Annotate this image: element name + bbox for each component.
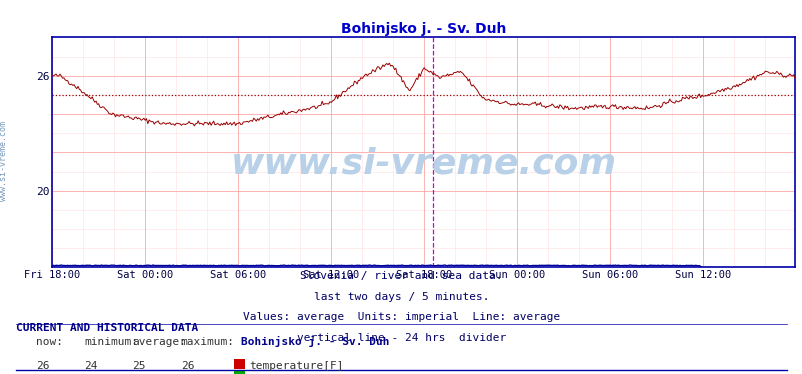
Text: www.si-vreme.com: www.si-vreme.com — [0, 121, 8, 201]
Text: average:: average: — [132, 337, 186, 347]
Text: minimum:: minimum: — [84, 337, 138, 347]
Text: CURRENT AND HISTORICAL DATA: CURRENT AND HISTORICAL DATA — [16, 323, 198, 333]
Text: -nan: -nan — [132, 373, 160, 374]
Text: Slovenia / river and sea data.: Slovenia / river and sea data. — [300, 271, 502, 281]
Text: now:: now: — [36, 337, 63, 347]
Text: www.si-vreme.com: www.si-vreme.com — [230, 147, 616, 181]
Text: 26: 26 — [180, 361, 194, 371]
Text: -nan: -nan — [36, 373, 63, 374]
Text: last two days / 5 minutes.: last two days / 5 minutes. — [314, 292, 488, 302]
Text: maximum:: maximum: — [180, 337, 234, 347]
Text: temperature[F]: temperature[F] — [249, 361, 343, 371]
Text: flow[foot3/min]: flow[foot3/min] — [249, 373, 350, 374]
Text: 26: 26 — [36, 361, 50, 371]
Text: 24: 24 — [84, 361, 98, 371]
Text: -nan: -nan — [84, 373, 111, 374]
Text: Values: average  Units: imperial  Line: average: Values: average Units: imperial Line: av… — [242, 312, 560, 322]
Title: Bohinjsko j. - Sv. Duh: Bohinjsko j. - Sv. Duh — [341, 22, 505, 36]
Text: 25: 25 — [132, 361, 146, 371]
Text: Bohinjsko j. - Sv. Duh: Bohinjsko j. - Sv. Duh — [241, 336, 389, 347]
Text: vertical line - 24 hrs  divider: vertical line - 24 hrs divider — [297, 333, 505, 343]
Text: -nan: -nan — [180, 373, 208, 374]
